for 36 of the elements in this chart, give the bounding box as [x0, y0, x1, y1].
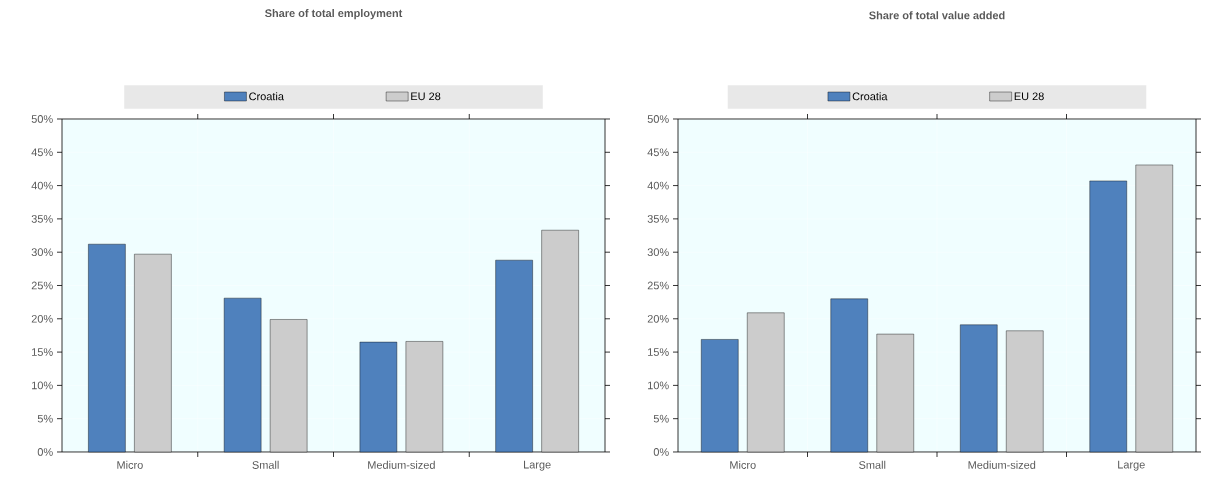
legend-label: Croatia — [852, 92, 888, 101]
y-tick-label: 45% — [31, 148, 53, 157]
y-tick-label: 30% — [647, 248, 669, 257]
y-tick-label: 20% — [647, 314, 669, 323]
y-tick-label: 0% — [653, 448, 669, 456]
y-tick-label: 40% — [31, 181, 53, 190]
y-tick-label: 50% — [31, 115, 53, 123]
y-tick-label: 45% — [647, 148, 669, 157]
y-tick-label: 30% — [31, 248, 53, 257]
x-tick-label: Micro — [730, 460, 756, 469]
y-tick-label: 25% — [31, 281, 53, 290]
legend-label: EU 28 — [411, 92, 441, 101]
x-tick-label: Small — [252, 460, 279, 469]
y-tick-label: 10% — [648, 381, 669, 390]
x-tick-label: Micro — [117, 460, 143, 469]
y-tick-label: 5% — [653, 414, 669, 423]
x-tick-label: Medium-sized — [968, 460, 1036, 469]
legend-label: Croatia — [249, 92, 284, 101]
y-tick-label: 5% — [37, 414, 53, 423]
x-tick-label: Large — [1118, 460, 1145, 471]
chart-title: Share of total employment — [265, 9, 403, 20]
y-tick-label: 50% — [647, 115, 669, 123]
y-tick-label: 10% — [32, 381, 53, 390]
chart-title: Share of total value added — [869, 11, 1005, 20]
legend-label: EU 28 — [1014, 92, 1044, 101]
y-tick-label: 40% — [647, 181, 669, 190]
x-tick-label: Medium-sized — [368, 460, 435, 469]
y-tick-label: 15% — [32, 348, 53, 356]
y-tick-label: 25% — [647, 281, 669, 290]
y-tick-label: 15% — [648, 348, 669, 356]
y-tick-label: 20% — [31, 314, 53, 323]
y-tick-label: 0% — [37, 448, 53, 456]
y-tick-label: 35% — [31, 215, 53, 223]
y-tick-label: 35% — [647, 215, 669, 223]
x-tick-label: Small — [859, 460, 886, 469]
x-tick-label: Large — [524, 460, 551, 471]
